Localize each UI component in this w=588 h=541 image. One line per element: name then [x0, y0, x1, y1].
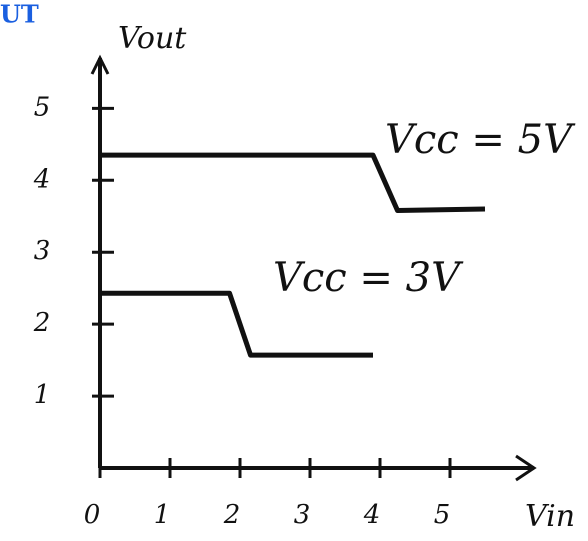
- x-tick-label: 3: [294, 500, 311, 530]
- x-axis-arrow: [515, 454, 537, 482]
- series-line: [100, 290, 373, 358]
- y-tick-label: 1: [34, 380, 51, 410]
- y-tick-label: 2: [33, 308, 51, 338]
- y-axis-label: Vout: [118, 21, 187, 56]
- x-axis-label: Vin: [525, 499, 575, 534]
- y-tick-label: 5: [34, 92, 51, 122]
- series-line: [100, 152, 486, 213]
- x-tick-label: 4: [363, 500, 381, 530]
- y-axis-arrow: [90, 54, 110, 75]
- chart-title: UT: [0, 0, 39, 29]
- x-tick-label: 0: [84, 500, 101, 530]
- series-label: Vcc = 3V: [273, 255, 464, 301]
- y-tick-label: 3: [34, 236, 51, 266]
- x-tick-label: 1: [154, 500, 171, 530]
- x-tick-label: 5: [434, 500, 451, 530]
- x-tick-label: 2: [223, 500, 241, 530]
- series-label: Vcc = 5V: [385, 117, 576, 163]
- y-tick-label: 4: [33, 164, 51, 194]
